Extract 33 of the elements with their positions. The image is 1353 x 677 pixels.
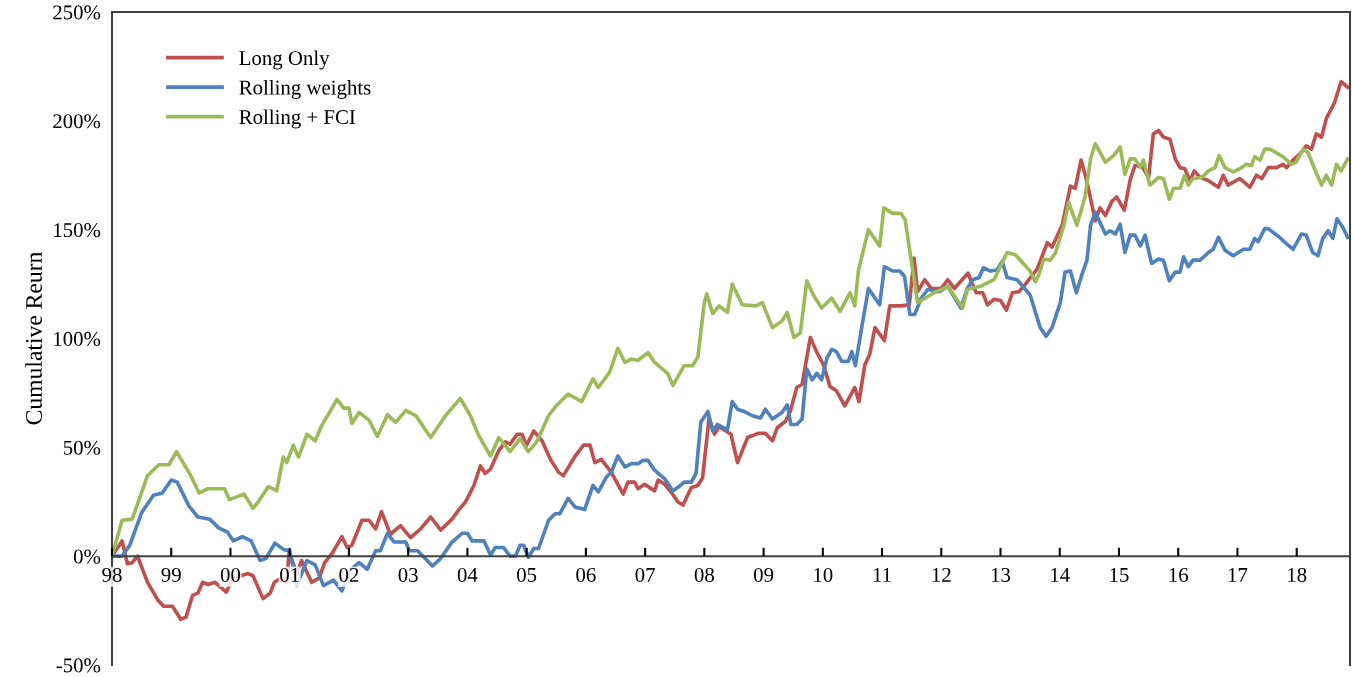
x-tick-label: 11 bbox=[873, 567, 891, 582]
x-tick-label: 17 bbox=[1228, 567, 1248, 582]
legend-label: Rolling + FCI bbox=[239, 109, 356, 129]
x-tick-label: 00 bbox=[220, 567, 241, 582]
x-tick-label: 09 bbox=[753, 567, 774, 582]
x-tick-label: 01 bbox=[280, 567, 299, 582]
legend-label: Rolling weights bbox=[239, 79, 371, 99]
y-tick-label: 150% bbox=[54, 223, 101, 238]
x-tick-label: 13 bbox=[991, 567, 1011, 582]
x-tick-label: 04 bbox=[457, 567, 478, 582]
x-tick-label: 10 bbox=[814, 567, 833, 582]
y-tick-label: 200% bbox=[53, 114, 101, 129]
x-tick-label: 16 bbox=[1169, 567, 1189, 582]
y-tick-label: -50% bbox=[56, 658, 101, 673]
x-tick-label: 15 bbox=[1110, 567, 1129, 582]
x-tick-label: 98 bbox=[102, 567, 122, 582]
y-tick-label: 0% bbox=[73, 549, 101, 564]
line-series bbox=[112, 141, 1350, 558]
x-tick-label: 12 bbox=[932, 567, 951, 582]
x-tick-label: 03 bbox=[398, 567, 418, 582]
x-tick-label: 05 bbox=[517, 567, 537, 582]
x-tick-label: 99 bbox=[161, 567, 181, 582]
legend-label: Long Only bbox=[239, 50, 330, 70]
x-tick-label: 07 bbox=[635, 567, 655, 582]
x-tick-label: 08 bbox=[694, 567, 714, 582]
x-tick-label: 18 bbox=[1288, 567, 1307, 582]
x-tick-label: 02 bbox=[339, 567, 359, 582]
x-tick-label: 06 bbox=[576, 567, 596, 582]
y-axis-title: Cumulative Reurn bbox=[25, 251, 42, 425]
x-tick-label: 14 bbox=[1051, 567, 1070, 582]
y-tick-label: 250% bbox=[53, 5, 101, 20]
y-tick-label: 50% bbox=[63, 440, 101, 455]
y-tick-label: 100% bbox=[54, 331, 101, 346]
